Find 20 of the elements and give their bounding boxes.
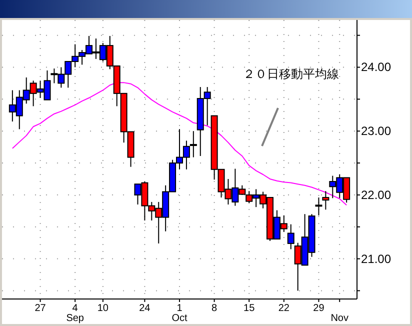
x-tick-label: 1 Oct	[172, 303, 188, 324]
y-tick-label: 22.00	[361, 188, 392, 202]
y-tick-label: 21.00	[361, 252, 392, 266]
x-tick-label: 29	[313, 303, 325, 314]
x-tick-label: 10	[97, 303, 109, 314]
y-tick-label: 24.00	[361, 60, 392, 74]
candlestick	[287, 224, 294, 250]
candlestick	[190, 130, 197, 158]
x-tick-label: 4 Sep	[66, 303, 84, 324]
x-tick-label: 8	[212, 303, 218, 314]
candlestick	[315, 196, 322, 216]
x-tick-label: 22	[278, 303, 290, 314]
x-tick-label: Nov	[330, 313, 348, 324]
annotation: ２０日移動平均線	[243, 67, 339, 81]
candlestick	[322, 190, 330, 210]
y-tick-label: 23.00	[361, 124, 392, 138]
x-tick-label: 24	[139, 303, 151, 314]
line-series	[12, 82, 348, 206]
x-tick-label: 27	[34, 303, 46, 314]
x-tick-label: 15	[244, 303, 256, 314]
